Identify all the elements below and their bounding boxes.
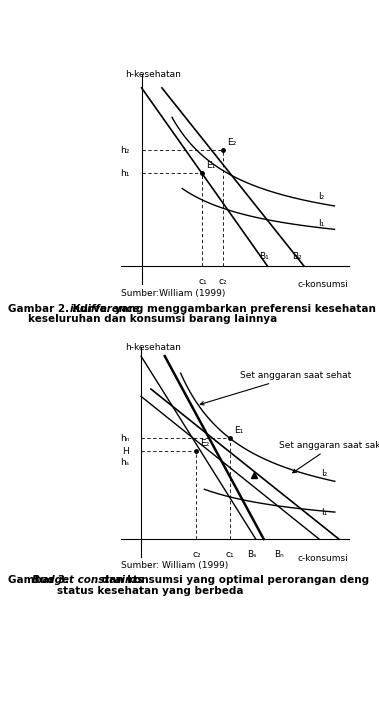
Text: I₁: I₁ [318, 219, 324, 228]
Text: B₂: B₂ [292, 252, 302, 261]
Text: h₁: h₁ [120, 169, 129, 178]
Text: keseluruhan dan konsumsi barang lainnya: keseluruhan dan konsumsi barang lainnya [28, 315, 278, 325]
Text: c₁: c₁ [226, 550, 234, 559]
Text: status kesehatan yang berbeda: status kesehatan yang berbeda [57, 586, 243, 596]
Text: dan konsumsi yang optimal perorangan deng: dan konsumsi yang optimal perorangan den… [98, 576, 369, 585]
Text: Budget constraints: Budget constraints [32, 576, 144, 585]
Text: h-kesehatan: h-kesehatan [125, 70, 181, 79]
Text: E₁: E₁ [207, 161, 216, 170]
Text: indifference: indifference [70, 304, 141, 314]
Text: I₂: I₂ [321, 469, 327, 478]
Text: E₁: E₁ [234, 426, 243, 435]
Text: Bₙ: Bₙ [275, 550, 284, 559]
Text: c₂: c₂ [192, 550, 201, 559]
Text: c-konsumsi: c-konsumsi [298, 280, 349, 290]
Text: h-kesehatan: h-kesehatan [125, 343, 181, 353]
Text: E₂: E₂ [227, 137, 236, 147]
Text: hₛ: hₛ [120, 458, 129, 467]
Text: Sumber: William (1999): Sumber: William (1999) [121, 561, 229, 570]
Text: Set anggaran saat sehat: Set anggaran saat sehat [200, 371, 351, 405]
Text: Set anggaran saat sakit: Set anggaran saat sakit [279, 440, 379, 472]
Text: Gambar 2. Kurva: Gambar 2. Kurva [8, 304, 110, 314]
Text: Sumber:William (1999): Sumber:William (1999) [121, 289, 226, 298]
Text: B₁: B₁ [259, 252, 269, 261]
Text: h₂: h₂ [120, 146, 129, 155]
Text: E₂: E₂ [200, 439, 210, 447]
Text: H: H [122, 447, 129, 456]
Text: c-konsumsi: c-konsumsi [298, 554, 349, 563]
Text: hₙ: hₙ [120, 434, 129, 443]
Text: I₂: I₂ [318, 193, 324, 201]
Text: I₁: I₁ [321, 508, 327, 517]
Text: yang menggambarkan preferensi kesehatan seca: yang menggambarkan preferensi kesehatan … [111, 304, 379, 314]
Text: Bₛ: Bₛ [247, 550, 257, 559]
Text: c₂: c₂ [218, 277, 227, 286]
Text: c₁: c₁ [198, 277, 207, 286]
Text: Gambar 3.: Gambar 3. [8, 576, 76, 585]
